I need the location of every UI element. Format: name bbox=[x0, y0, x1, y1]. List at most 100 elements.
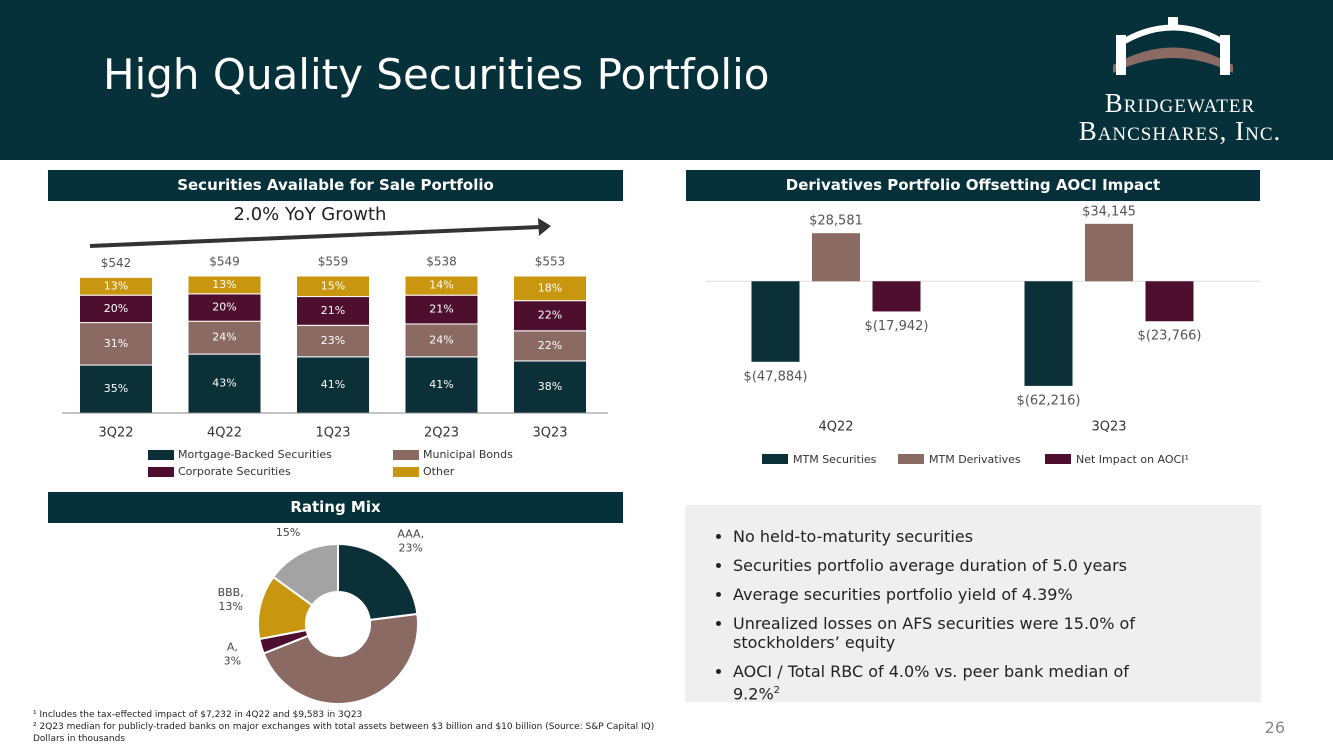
total-label: $553 bbox=[535, 255, 566, 269]
donut-slice bbox=[337, 542, 419, 622]
logo-text: Bridgewater bbox=[1104, 88, 1256, 118]
x-tick-label: 3Q23 bbox=[532, 426, 567, 441]
data-label: 14% bbox=[429, 279, 453, 292]
logo-text: Bancshares, Inc. bbox=[1078, 116, 1282, 146]
total-label: $542 bbox=[101, 256, 132, 270]
bar bbox=[751, 281, 800, 362]
x-tick-label: 4Q22 bbox=[818, 420, 853, 435]
footnote: ² 2Q23 median for publicly-traded banks … bbox=[33, 722, 655, 732]
legend-label: Municipal Bonds bbox=[423, 448, 513, 461]
data-label: 23% bbox=[321, 334, 345, 347]
data-label: 21% bbox=[429, 303, 453, 316]
growth-arrow bbox=[89, 225, 541, 248]
slice-label: 13% bbox=[218, 600, 242, 613]
panel-header: Securities Available for Sale Portfolio bbox=[48, 170, 623, 201]
legend-swatch bbox=[148, 467, 174, 477]
data-label: $28,581 bbox=[809, 214, 863, 229]
bar-segment bbox=[296, 275, 370, 298]
x-tick-label: 4Q22 bbox=[207, 426, 242, 441]
total-label: $559 bbox=[318, 255, 349, 269]
bar-segment bbox=[79, 364, 153, 414]
slice-label: 23% bbox=[399, 541, 423, 554]
bar bbox=[872, 281, 921, 312]
bar-segment bbox=[187, 320, 262, 355]
x-tick-label: 2Q23 bbox=[424, 426, 459, 441]
data-label: 38% bbox=[538, 380, 562, 393]
bar-segment bbox=[513, 300, 587, 332]
bar bbox=[1024, 281, 1073, 386]
data-label: $(23,766) bbox=[1138, 329, 1202, 344]
bar bbox=[1145, 281, 1194, 322]
bullet: Unrealized losses on AFS securities were… bbox=[733, 614, 1173, 652]
data-label: 15% bbox=[321, 279, 345, 292]
legend-swatch bbox=[393, 467, 419, 477]
data-label: $34,145 bbox=[1082, 204, 1136, 219]
bullet-text: No held-to-maturity securities bbox=[733, 527, 974, 546]
legend-label: Net Impact on AOCI¹ bbox=[1076, 453, 1189, 466]
data-label: 35% bbox=[104, 382, 128, 395]
data-label: 18% bbox=[538, 281, 562, 294]
page-number: 26 bbox=[1264, 718, 1285, 737]
data-label: $(47,884) bbox=[744, 369, 808, 384]
bar bbox=[812, 233, 860, 282]
bar-segment bbox=[187, 293, 262, 322]
bullet: AOCI / Total RBC of 4.0% vs. peer bank m… bbox=[733, 662, 1173, 703]
legend-label: MTM Derivatives bbox=[929, 453, 1021, 466]
chart: AAA,23%AA,46%A,3%BBB,13%NR,15% bbox=[218, 523, 424, 705]
bar-segment bbox=[513, 330, 587, 362]
legend-label: Corporate Securities bbox=[178, 465, 291, 478]
footnote-ref: 2 bbox=[773, 685, 781, 696]
arrow-head bbox=[538, 218, 551, 236]
data-label: 21% bbox=[321, 304, 345, 317]
footnote: Dollars in thousands bbox=[33, 734, 126, 744]
x-tick-label: 1Q23 bbox=[315, 426, 350, 441]
bar-segment bbox=[404, 275, 479, 296]
bullet: No held-to-maturity securities bbox=[733, 527, 1173, 546]
annotation: 2.0% YoY Growth bbox=[234, 204, 387, 225]
bullet-text: Securities portfolio average duration of… bbox=[733, 556, 1127, 575]
data-label: 41% bbox=[429, 378, 453, 391]
data-label: 31% bbox=[104, 337, 128, 350]
bullet-box: No held-to-maturity securities Securities… bbox=[685, 505, 1261, 703]
bullet: Securities portfolio average duration of… bbox=[733, 556, 1173, 575]
slice-category: NR, bbox=[278, 523, 297, 525]
slice-label: 15% bbox=[276, 526, 300, 539]
slice-category: AAA, bbox=[397, 527, 424, 540]
header-band: High Quality Securities Portfolio Bridge… bbox=[0, 0, 1333, 160]
data-label: 43% bbox=[212, 377, 236, 390]
bar-segment bbox=[187, 275, 262, 295]
data-label: $(17,942) bbox=[865, 319, 929, 334]
data-label: 13% bbox=[104, 279, 128, 292]
bullet-list: No held-to-maturity securities Securities… bbox=[685, 505, 1173, 703]
slice-category: BBB, bbox=[218, 586, 244, 599]
bar-segment bbox=[404, 356, 479, 414]
bullet-text: Average securities portfolio yield of 4.… bbox=[733, 585, 1073, 604]
total-label: $549 bbox=[209, 255, 240, 269]
panel-header: Derivatives Portfolio Offsetting AOCI Im… bbox=[686, 170, 1260, 201]
legend-label: Other bbox=[423, 465, 455, 478]
data-label: 13% bbox=[212, 278, 236, 291]
legend-swatch bbox=[762, 454, 788, 464]
bullet: Average securities portfolio yield of 4.… bbox=[733, 585, 1173, 604]
data-label: 20% bbox=[104, 302, 128, 315]
x-tick-label: 3Q23 bbox=[1091, 420, 1126, 435]
data-label: 24% bbox=[212, 331, 236, 344]
bar-segment bbox=[404, 294, 479, 325]
bullet-text: Unrealized losses on AFS securities were… bbox=[733, 614, 1135, 652]
legend-swatch bbox=[898, 454, 924, 464]
slice-category: A, bbox=[227, 641, 238, 654]
data-label: 41% bbox=[321, 378, 345, 391]
data-label: 22% bbox=[538, 309, 562, 322]
donut-slice bbox=[262, 612, 419, 705]
footnote: ¹ Includes the tax-effected impact of $7… bbox=[33, 710, 363, 720]
x-tick-label: 3Q22 bbox=[98, 426, 133, 441]
bar-segment bbox=[296, 324, 370, 358]
total-label: $538 bbox=[426, 255, 457, 269]
bullet-text: AOCI / Total RBC of 4.0% vs. peer bank m… bbox=[733, 662, 1129, 704]
bar-segment bbox=[79, 276, 153, 296]
legend-swatch bbox=[1045, 454, 1071, 464]
legend-label: Mortgage-Backed Securities bbox=[178, 448, 332, 461]
data-label: 24% bbox=[429, 333, 453, 346]
bar-segment bbox=[79, 322, 153, 366]
